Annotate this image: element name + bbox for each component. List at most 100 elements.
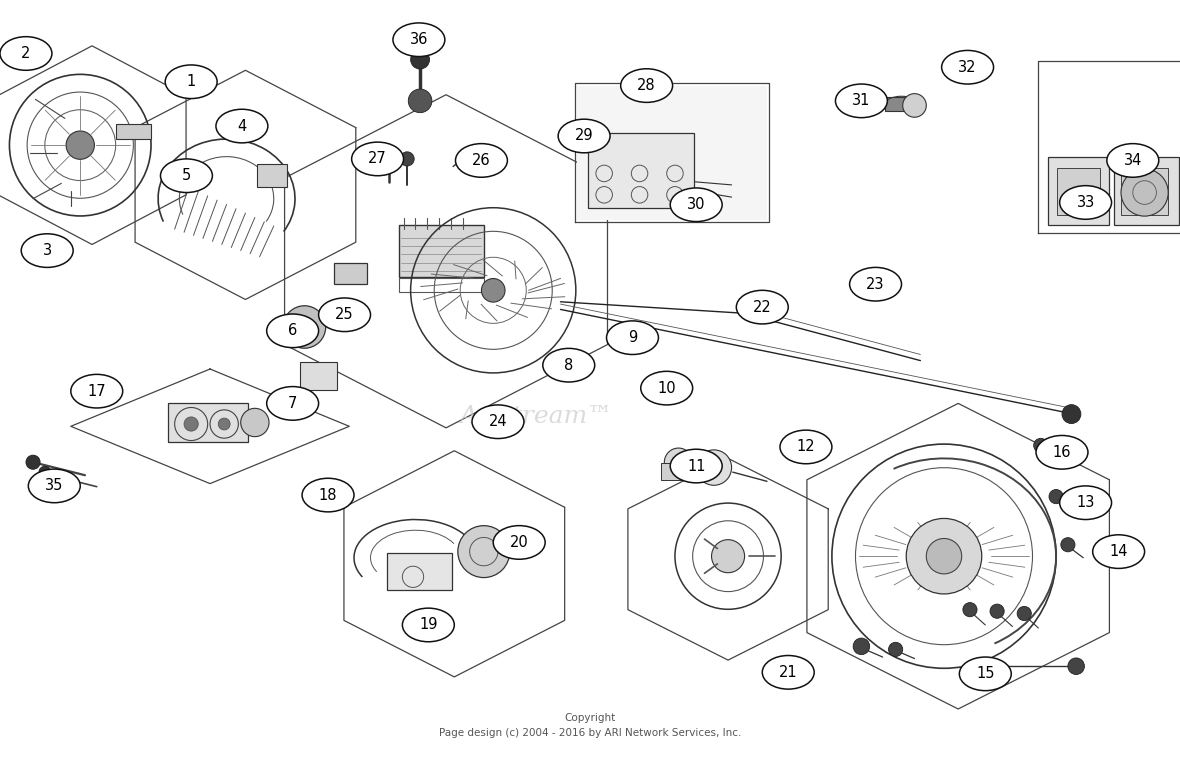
Text: 9: 9 — [628, 330, 637, 345]
Ellipse shape — [1107, 144, 1159, 177]
Circle shape — [26, 455, 40, 469]
Circle shape — [408, 89, 432, 112]
Text: 19: 19 — [419, 617, 438, 633]
Circle shape — [1062, 405, 1081, 423]
Text: 2: 2 — [21, 46, 31, 61]
Bar — [661, 463, 696, 480]
Ellipse shape — [28, 469, 80, 503]
Ellipse shape — [493, 526, 545, 559]
Circle shape — [1061, 538, 1075, 552]
Ellipse shape — [1036, 435, 1088, 469]
Circle shape — [853, 638, 870, 655]
Text: 18: 18 — [319, 487, 337, 503]
Ellipse shape — [216, 109, 268, 143]
Text: 24: 24 — [489, 414, 507, 429]
Bar — [300, 362, 337, 390]
Circle shape — [241, 408, 269, 437]
Text: 11: 11 — [687, 458, 706, 474]
Text: Artstream™: Artstream™ — [460, 405, 614, 428]
Circle shape — [889, 643, 903, 656]
Ellipse shape — [850, 267, 902, 301]
Ellipse shape — [1093, 535, 1145, 568]
Bar — [885, 97, 918, 111]
Bar — [588, 133, 694, 208]
Ellipse shape — [319, 298, 371, 332]
Circle shape — [1049, 490, 1063, 503]
Circle shape — [66, 131, 94, 160]
Ellipse shape — [472, 405, 524, 439]
Bar — [399, 278, 484, 292]
Ellipse shape — [959, 657, 1011, 691]
Ellipse shape — [1060, 486, 1112, 520]
Ellipse shape — [543, 348, 595, 382]
Circle shape — [1034, 439, 1048, 452]
Circle shape — [1121, 169, 1168, 216]
Text: 25: 25 — [335, 307, 354, 322]
Circle shape — [926, 539, 962, 574]
Circle shape — [696, 450, 732, 485]
Ellipse shape — [942, 50, 994, 84]
Text: 27: 27 — [368, 151, 387, 167]
Text: 16: 16 — [1053, 445, 1071, 460]
Bar — [1048, 157, 1109, 225]
Text: 5: 5 — [182, 168, 191, 183]
Bar — [116, 124, 151, 139]
Bar — [399, 225, 484, 277]
Ellipse shape — [267, 387, 319, 420]
Text: 3: 3 — [42, 243, 52, 258]
Ellipse shape — [670, 449, 722, 483]
Text: 21: 21 — [779, 665, 798, 680]
Bar — [257, 164, 287, 187]
Circle shape — [411, 50, 430, 69]
Circle shape — [458, 526, 510, 578]
Text: Page design (c) 2004 - 2016 by ARI Network Services, Inc.: Page design (c) 2004 - 2016 by ARI Netwo… — [439, 728, 741, 739]
Text: 14: 14 — [1109, 544, 1128, 559]
Text: 28: 28 — [637, 78, 656, 93]
Circle shape — [712, 539, 745, 573]
Ellipse shape — [71, 374, 123, 408]
Text: 36: 36 — [409, 32, 428, 47]
Circle shape — [1017, 607, 1031, 620]
Text: 23: 23 — [866, 277, 885, 292]
Ellipse shape — [641, 371, 693, 405]
Bar — [1121, 168, 1168, 215]
Text: 10: 10 — [657, 380, 676, 396]
Bar — [577, 86, 767, 220]
Circle shape — [295, 318, 314, 336]
Text: Copyright: Copyright — [564, 713, 616, 724]
Ellipse shape — [165, 65, 217, 99]
Text: 17: 17 — [87, 384, 106, 399]
Text: 13: 13 — [1076, 495, 1095, 510]
Ellipse shape — [736, 290, 788, 324]
Ellipse shape — [267, 314, 319, 348]
Bar — [1057, 168, 1100, 215]
Circle shape — [963, 603, 977, 617]
Circle shape — [381, 147, 398, 163]
Circle shape — [400, 152, 414, 166]
Text: 30: 30 — [687, 197, 706, 212]
Ellipse shape — [402, 608, 454, 642]
Ellipse shape — [21, 234, 73, 267]
Text: 20: 20 — [510, 535, 529, 550]
Text: 32: 32 — [958, 60, 977, 75]
Ellipse shape — [835, 84, 887, 118]
Text: 7: 7 — [288, 396, 297, 411]
Text: 8: 8 — [564, 358, 573, 373]
Ellipse shape — [621, 69, 673, 102]
Ellipse shape — [160, 159, 212, 193]
Text: 35: 35 — [45, 478, 64, 494]
Text: 15: 15 — [976, 666, 995, 681]
Circle shape — [218, 418, 230, 430]
Circle shape — [283, 306, 326, 348]
Bar — [387, 553, 452, 590]
Circle shape — [184, 417, 198, 431]
Text: 31: 31 — [852, 93, 871, 108]
Ellipse shape — [670, 188, 722, 222]
Ellipse shape — [762, 656, 814, 689]
Bar — [168, 403, 248, 442]
Bar — [334, 263, 367, 284]
Text: 4: 4 — [237, 118, 247, 134]
Ellipse shape — [780, 430, 832, 464]
Text: 34: 34 — [1123, 153, 1142, 168]
Text: 29: 29 — [575, 128, 594, 144]
